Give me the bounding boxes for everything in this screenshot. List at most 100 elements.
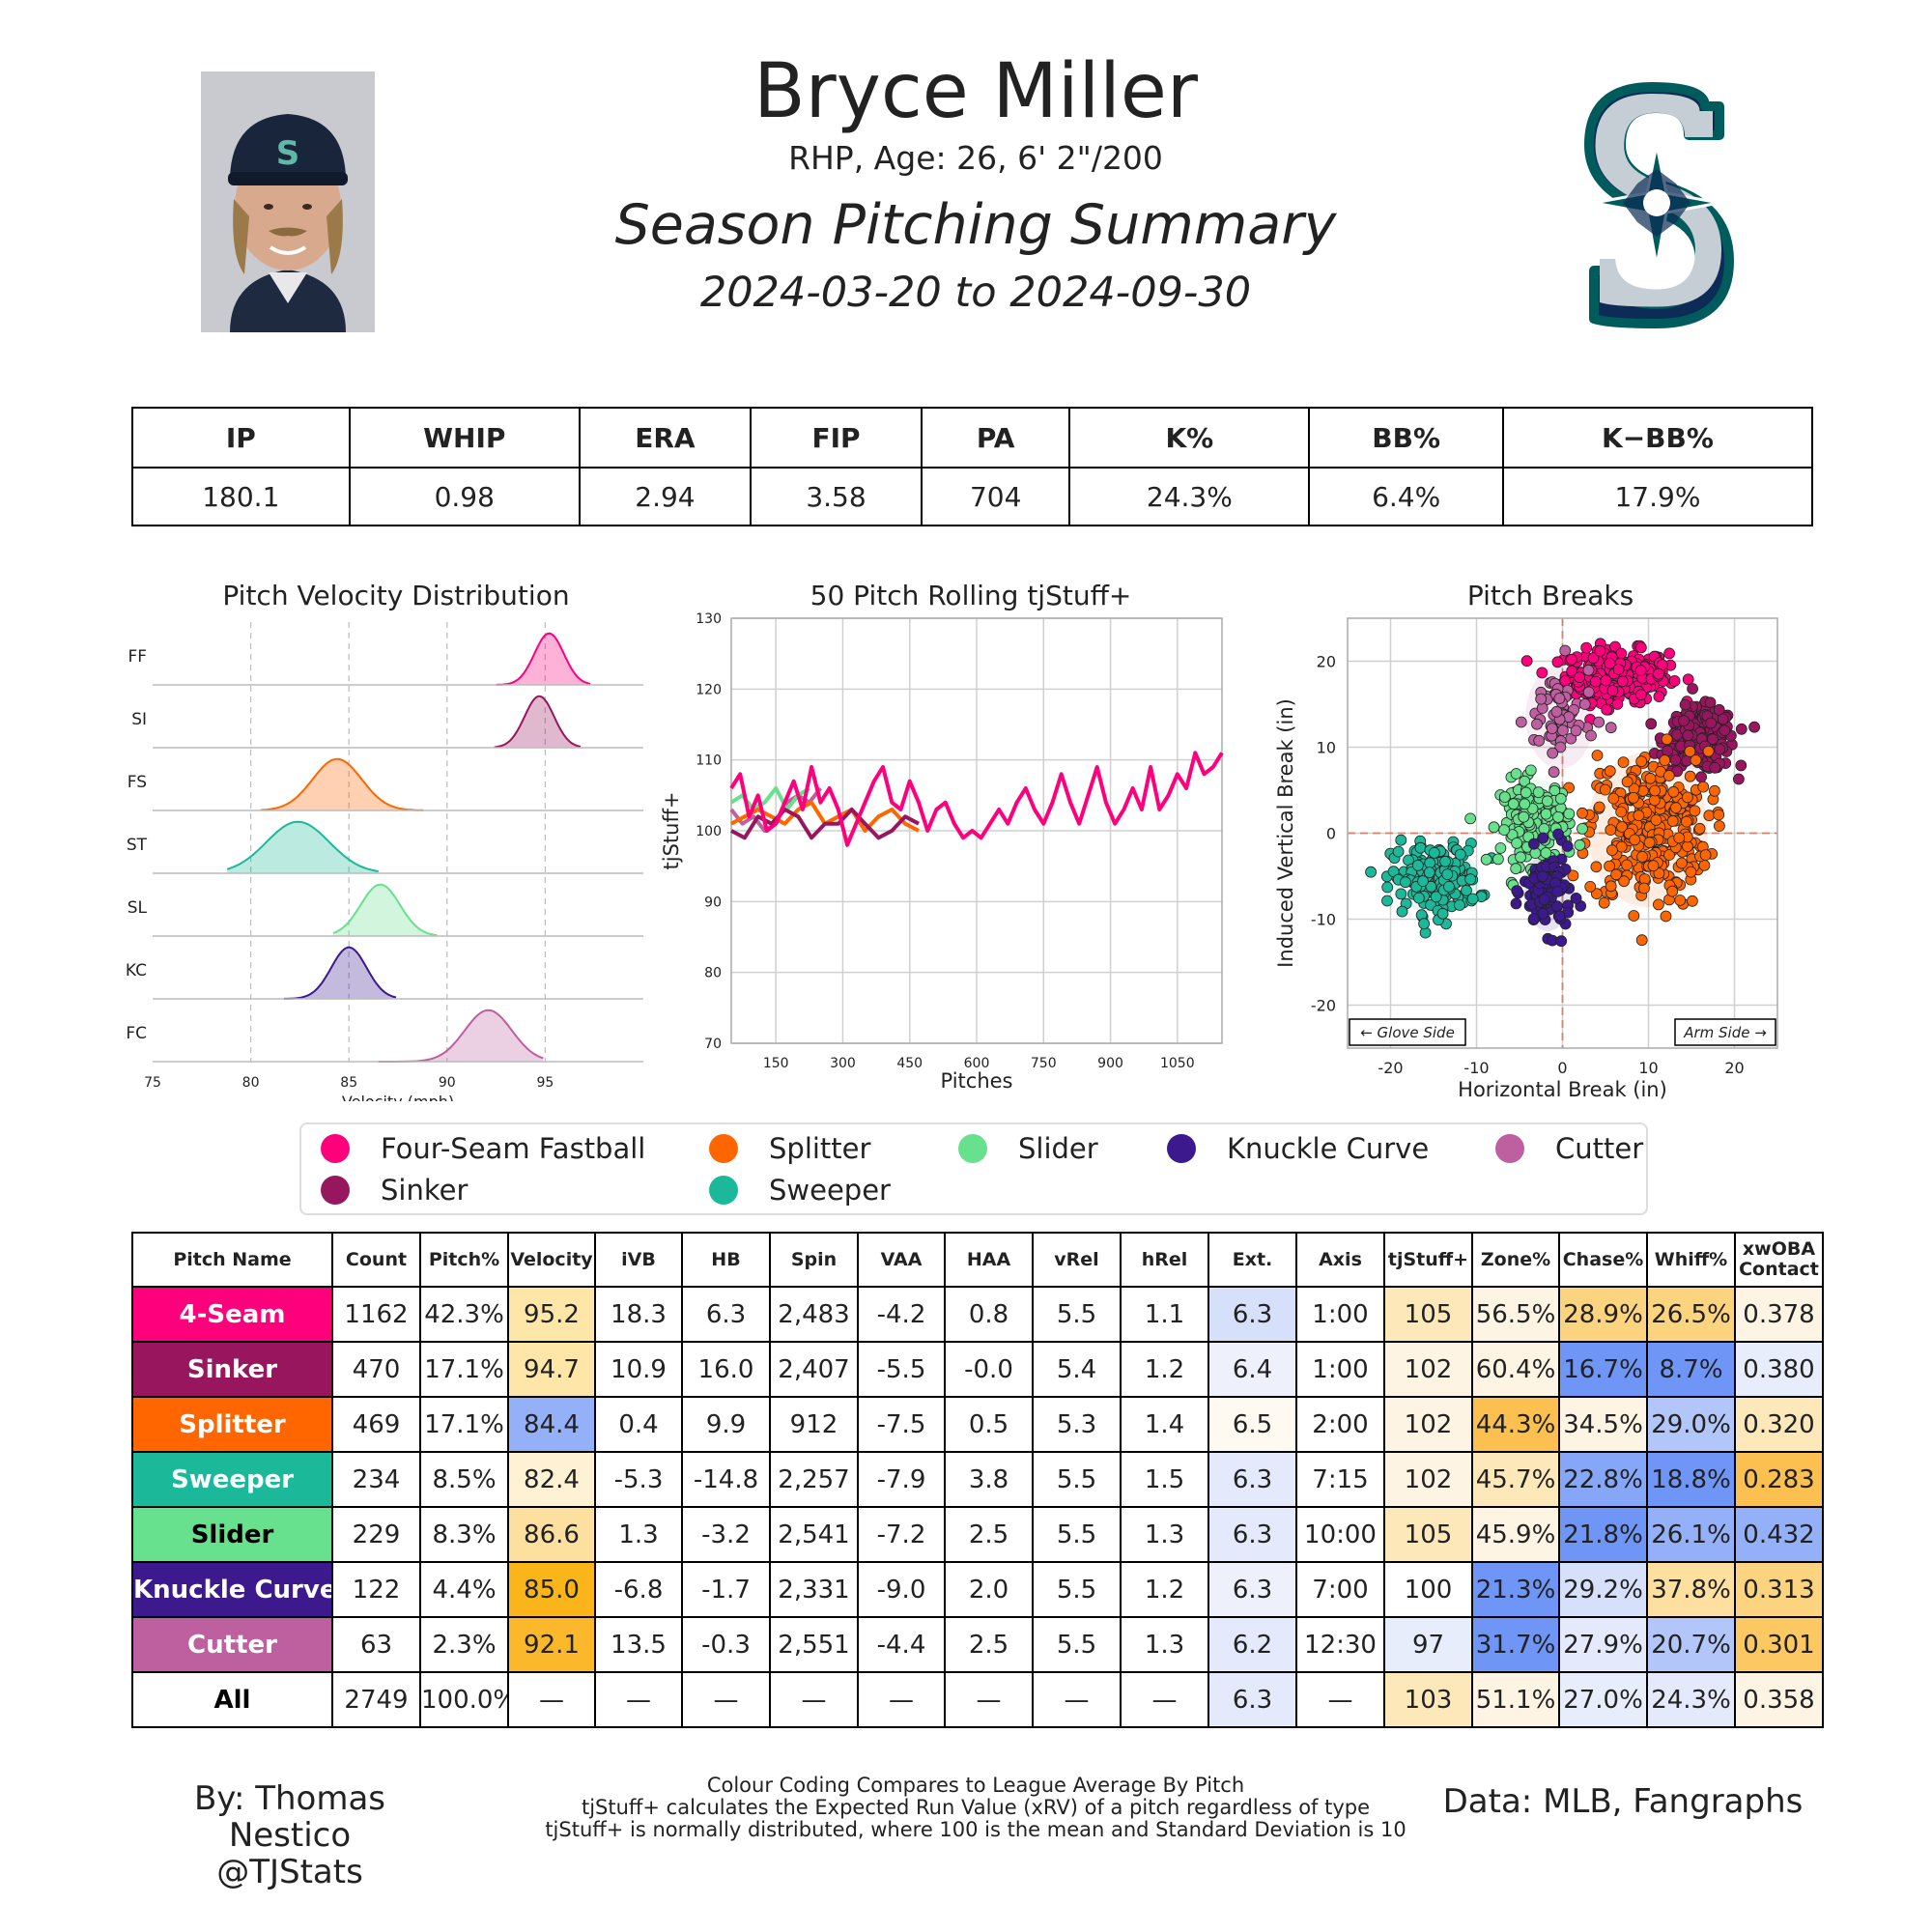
- breaks-y-tick: -20: [1311, 997, 1336, 1015]
- breaks-y-tick: -10: [1311, 911, 1336, 929]
- pitch-metric-cell: -4.4: [857, 1616, 946, 1673]
- rolling-tjstuff-chart: 150 300 450 600 750 900 1050 70 80 90 100 110 120 130…: [660, 611, 1224, 1093]
- breaks-pitch-point: [1653, 668, 1664, 680]
- pitch-metric-cell: -7.5: [857, 1396, 946, 1453]
- pitch-metric-cell: 18.8%: [1646, 1451, 1736, 1508]
- breaks-pitch-point: [1454, 848, 1466, 861]
- summary-header: FIP: [749, 407, 923, 469]
- pitch-metric-cell: 1.3: [594, 1506, 683, 1563]
- breaks-pitch-point: [1498, 824, 1511, 837]
- breaks-pitch-point: [1498, 791, 1511, 804]
- rolling-x-tick: 150: [763, 1056, 789, 1071]
- pitch-table-header: Pitch Name: [131, 1232, 333, 1288]
- table-row: Cutter 63 2.3% 92.1 13.5 -0.3 2,551 -4.4 2.5 5.5 1…: [131, 1616, 1824, 1673]
- breaks-x-tick: 10: [1638, 1059, 1658, 1077]
- breaks-pitch-point: [1538, 894, 1550, 906]
- velocity-density-line: [332, 883, 438, 937]
- breaks-pitch-point: [1735, 723, 1747, 735]
- breaks-pitch-point: [1616, 821, 1628, 833]
- velocity-row-label: ST: [127, 836, 148, 855]
- pitch-metric-cell: 4.4%: [419, 1561, 509, 1618]
- pitch-metric-cell: —: [507, 1671, 596, 1728]
- breaks-pitch-point: [1653, 691, 1665, 702]
- velocity-tick-label: 75: [144, 1075, 161, 1091]
- pitch-metric-cell: 234: [331, 1451, 421, 1508]
- breaks-pitch-point: [1532, 786, 1545, 799]
- breaks-pitch-point: [1669, 753, 1682, 766]
- breaks-pitch-point: [1601, 703, 1613, 716]
- breaks-pitch-point: [1659, 754, 1671, 767]
- pitch-metric-cell: 5.5: [1032, 1286, 1122, 1343]
- velocity-row-label: FS: [128, 773, 147, 792]
- breaks-pitch-point: [1381, 881, 1394, 894]
- breaks-pitch-point: [1663, 647, 1676, 660]
- breaks-pitch-point: [1627, 791, 1639, 804]
- breaks-pitch-point: [1705, 717, 1718, 729]
- pitch-table-header: HAA: [944, 1232, 1034, 1288]
- pitch-metric-cell: 6.2: [1208, 1616, 1297, 1673]
- velocity-density-line: [284, 946, 397, 1000]
- pitch-metric-cell: 100.0%: [419, 1671, 509, 1728]
- rolling-ylabel: tjStuff+: [660, 791, 683, 869]
- rolling-y-tick: 80: [704, 966, 722, 981]
- pitch-metric-cell: 2,331: [769, 1561, 859, 1618]
- pitch-table-header: vRel: [1032, 1232, 1122, 1288]
- velocity-density-fill: [284, 947, 396, 999]
- breaks-y-tick: 20: [1317, 653, 1336, 671]
- breaks-pitch-point: [1582, 664, 1595, 676]
- table-row: 4-Seam 1162 42.3% 95.2 18.3 6.3 2,483 -4.2 0.8 5.…: [131, 1286, 1824, 1343]
- pitch-metric-cell: 1.2: [1120, 1341, 1209, 1398]
- breaks-pitch-point: [1663, 849, 1675, 861]
- pitch-metric-cell: 56.5%: [1471, 1286, 1560, 1343]
- pitch-metric-cell: 26.1%: [1646, 1506, 1736, 1563]
- summary-header: IP: [131, 407, 351, 469]
- breaks-pitch-point: [1551, 885, 1564, 897]
- pitch-metric-cell: 85.0: [507, 1561, 596, 1618]
- pitch-metric-cell: 12:30: [1295, 1616, 1385, 1673]
- pitch-metric-cell: 44.3%: [1471, 1396, 1560, 1453]
- svg-text:S: S: [276, 134, 300, 173]
- pitch-metric-cell: 37.8%: [1646, 1561, 1736, 1618]
- season-summary-table: IP WHIP ERA FIP PA K% BB% K−BB% 180.1 0.98 2.94 3.…: [131, 407, 1814, 526]
- legend-marker: [321, 1134, 350, 1163]
- pitch-legend: Four-Seam Fastball Splitter Slider Knuckle …: [299, 1122, 1648, 1215]
- breaks-x-tick: 0: [1557, 1059, 1567, 1077]
- legend-label: Four-Seam Fastball: [381, 1132, 646, 1165]
- rolling-x-tick: 1050: [1160, 1056, 1195, 1071]
- breaks-pitch-point: [1584, 880, 1597, 893]
- breaks-pitch-point: [1649, 784, 1662, 797]
- breaks-pitch-point: [1519, 775, 1531, 787]
- velocity-tick-label: 85: [340, 1075, 357, 1091]
- legend-label: Knuckle Curve: [1227, 1132, 1430, 1165]
- breaks-pitch-point: [1644, 772, 1657, 784]
- breaks-pitch-point: [1661, 733, 1673, 746]
- breaks-pitch-point: [1552, 828, 1565, 840]
- pitch-metric-cell: 29.2%: [1558, 1561, 1648, 1618]
- breaks-pitch-point: [1666, 885, 1679, 897]
- table-row: Slider 229 8.3% 86.6 1.3 -3.2 2,541 -7.2 2.5 5.5 1…: [131, 1506, 1824, 1563]
- pitch-name-cell: Splitter: [131, 1396, 333, 1453]
- pitch-table-header: Velocity: [507, 1232, 596, 1288]
- breaks-pitch-point: [1536, 870, 1548, 883]
- data-source: Data: MLB, Fangraphs: [1442, 1782, 1804, 1821]
- pitch-metric-cell: -9.0: [857, 1561, 946, 1618]
- pitch-metric-cell: 42.3%: [419, 1286, 509, 1343]
- breaks-pitch-point: [1577, 822, 1588, 835]
- breaks-pitch-point: [1666, 815, 1679, 827]
- pitch-table-header: Ext.: [1208, 1232, 1297, 1288]
- breaks-pitch-point: [1590, 888, 1603, 900]
- legend-label: Sinker: [381, 1174, 469, 1207]
- breaks-pitch-point: [1536, 667, 1548, 679]
- pitch-metric-cell: 2,257: [769, 1451, 859, 1508]
- pitch-metric-cell: 0.283: [1734, 1451, 1824, 1508]
- breaks-pitch-point: [1605, 844, 1618, 857]
- rolling-x-tick: 900: [1097, 1056, 1123, 1071]
- breaks-pitch-point: [1535, 693, 1548, 705]
- pitch-metric-cell: 27.0%: [1558, 1671, 1648, 1728]
- breaks-pitch-point: [1553, 910, 1566, 923]
- breaks-pitch-point: [1552, 810, 1564, 823]
- breaks-pitch-point: [1533, 734, 1546, 747]
- pitch-name-cell: Cutter: [131, 1616, 333, 1673]
- breaks-pitch-point: [1546, 723, 1558, 734]
- breaks-pitch-point: [1605, 880, 1617, 893]
